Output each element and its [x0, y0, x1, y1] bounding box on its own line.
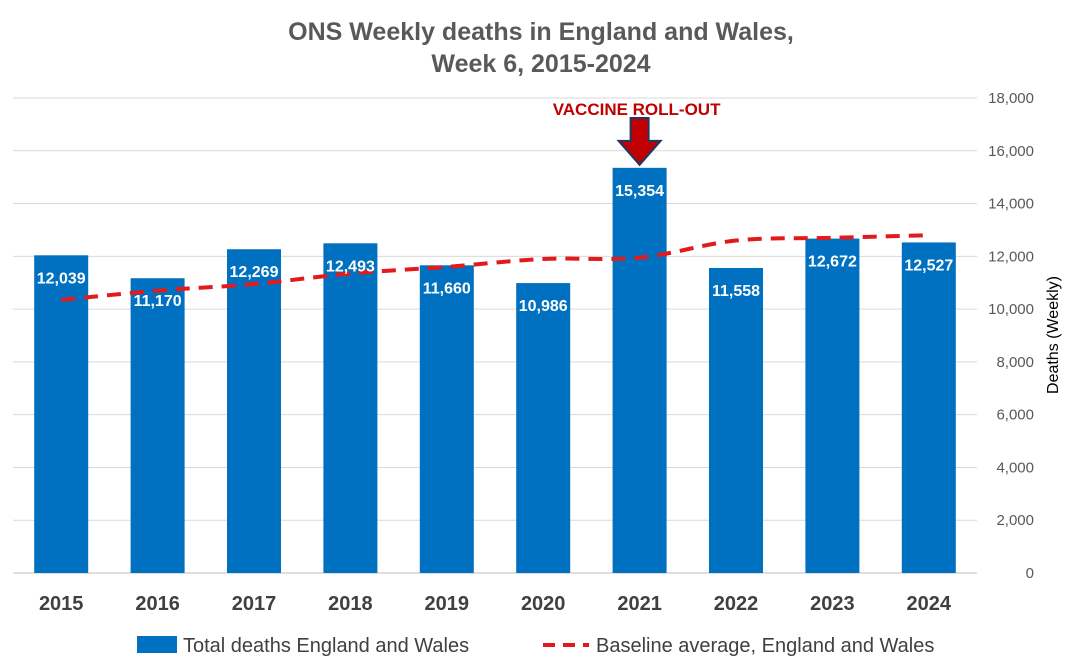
bar-data-label: 12,493 — [326, 258, 375, 275]
x-tick-label: 2018 — [328, 593, 373, 615]
x-tick-label: 2023 — [810, 593, 855, 615]
bar-data-label: 15,354 — [615, 183, 664, 200]
bar-data-label: 12,672 — [808, 254, 857, 271]
x-tick-label: 2019 — [425, 593, 470, 615]
bar — [516, 283, 571, 573]
x-tick-label: 2017 — [232, 593, 277, 615]
bar — [323, 243, 378, 573]
bar-data-label: 12,039 — [37, 270, 86, 287]
legend: Total deaths England and Wales Baseline … — [137, 635, 934, 657]
bar-data-labels: 12,039 11,170 12,269 12,493 11,660 10,986 15,3… — [37, 183, 954, 315]
x-tick-label: 2016 — [135, 593, 180, 615]
y-tick-label: 4,000 — [996, 459, 1034, 476]
bar-data-label: 11,558 — [712, 283, 760, 300]
y-tick-label: 0 — [1026, 565, 1034, 582]
x-tick-label: 2022 — [714, 593, 759, 615]
bar — [805, 238, 860, 573]
y-tick-label: 8,000 — [996, 354, 1034, 371]
x-axis-ticks: 2015 2016 2017 2018 2019 2020 2021 2022 2023 2024 — [39, 593, 952, 615]
down-arrow-icon — [616, 117, 663, 167]
bar-series — [34, 167, 956, 573]
bar-data-label: 12,527 — [904, 257, 953, 274]
y-tick-label: 14,000 — [988, 196, 1034, 213]
y-tick-label: 6,000 — [996, 407, 1034, 424]
bar — [901, 242, 956, 573]
x-tick-label: 2021 — [617, 593, 662, 615]
bar-data-label: 11,660 — [423, 280, 471, 297]
y-axis-ticks: 0 2,000 4,000 6,000 8,000 10,000 12,000 14,000 1… — [988, 90, 1034, 582]
bar — [130, 278, 185, 573]
annotation-text: VACCINE ROLL-OUT — [553, 100, 721, 119]
chart-title-line-2: Week 6, 2015-2024 — [431, 50, 650, 78]
x-tick-label: 2015 — [39, 593, 84, 615]
bar — [709, 267, 763, 573]
x-tick-label: 2024 — [907, 593, 952, 615]
legend-bar-swatch — [137, 636, 177, 653]
legend-bar-label: Total deaths England and Wales — [183, 635, 469, 657]
bar-data-label: 10,986 — [519, 298, 568, 315]
bar — [227, 249, 281, 573]
y-tick-label: 2,000 — [996, 512, 1034, 529]
bar-data-label: 11,170 — [134, 293, 182, 310]
y-tick-label: 10,000 — [988, 301, 1034, 318]
bar — [612, 167, 667, 573]
bar — [419, 265, 474, 573]
baseline-average-line — [61, 233, 929, 302]
y-axis-label: Deaths (Weekly) — [1045, 276, 1062, 394]
legend-line-label: Baseline average, England and Wales — [596, 635, 934, 657]
y-tick-label: 12,000 — [988, 248, 1034, 265]
y-tick-label: 16,000 — [988, 143, 1034, 160]
x-tick-label: 2020 — [521, 593, 566, 615]
vaccine-annotation: VACCINE ROLL-OUT — [553, 100, 721, 167]
chart-title: ONS Weekly deaths in England and Wales, … — [288, 18, 794, 78]
y-tick-label: 18,000 — [988, 90, 1034, 107]
bar-data-label: 12,269 — [230, 264, 279, 281]
chart-title-line-1: ONS Weekly deaths in England and Wales, — [288, 18, 794, 46]
bar — [34, 255, 89, 573]
